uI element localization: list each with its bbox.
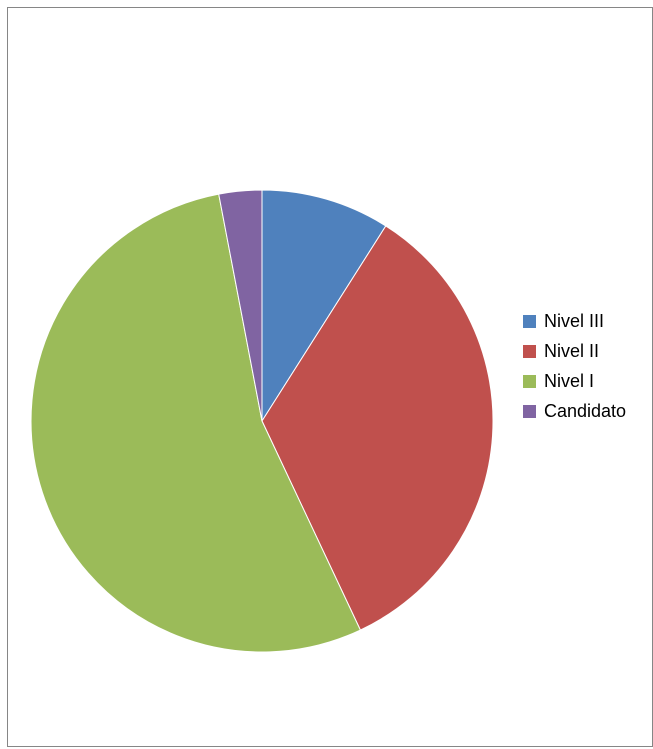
legend: Nivel III Nivel II Nivel I Candidato [523,306,626,426]
legend-swatch [523,314,536,328]
pie-slice-nivel-iii [261,189,387,423]
legend-swatch [523,374,536,388]
legend-swatch [523,404,536,418]
legend-label: Nivel I [544,371,595,391]
legend-label: Candidato [544,401,627,421]
pie-slices [30,189,494,653]
pie-slice-candidato [218,189,263,422]
legend-label: Nivel III [544,311,605,331]
legend-item-nivel-i: Nivel I [523,366,626,396]
legend-label: Nivel II [544,341,600,361]
legend-swatch [523,344,536,358]
legend-item-candidato: Candidato [523,396,626,426]
pie-slice-nivel-ii [261,225,494,631]
legend-item-nivel-ii: Nivel II [523,336,626,366]
legend-item-nivel-iii: Nivel III [523,306,626,336]
pie-slice-nivel-i [30,193,362,653]
